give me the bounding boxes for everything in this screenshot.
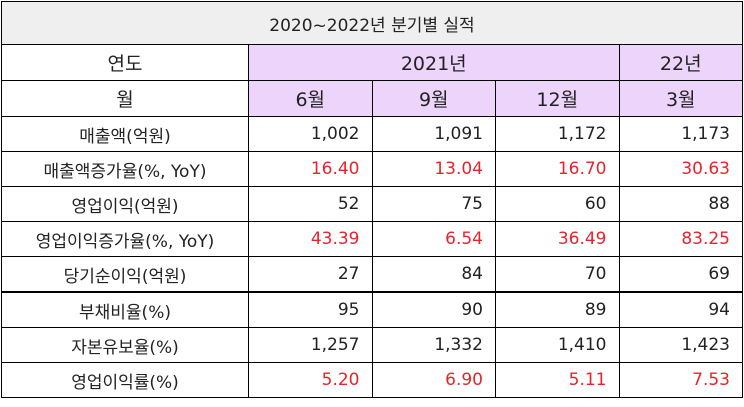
month-header: 9월: [371, 80, 496, 117]
year-header-row: 연도 2021년 22년: [1, 44, 743, 81]
row-label: 당기순이익(억원): [1, 256, 249, 293]
value-cell: 1,172: [495, 116, 620, 152]
value-cell: 94: [618, 291, 743, 328]
value-cell: 52: [248, 186, 373, 222]
value-cell: 27: [248, 256, 373, 293]
row-label: 부채비율(%): [1, 291, 249, 328]
value-cell: 1,257: [248, 327, 373, 363]
value-cell: 95: [248, 291, 373, 328]
value-cell: 69: [618, 256, 743, 293]
value-cell: 1,002: [248, 116, 373, 152]
value-cell: 36.49: [495, 221, 620, 257]
month-header: 12월: [495, 80, 620, 117]
month-header: 6월: [248, 80, 373, 117]
table-row: 자본유보율(%) 1,257 1,332 1,410 1,423: [1, 327, 743, 363]
value-cell: 6.90: [371, 362, 496, 398]
value-cell: 1,173: [618, 116, 743, 152]
row-label: 매출액증가율(%, YoY): [1, 151, 249, 187]
value-cell: 90: [371, 291, 496, 328]
table-row: 당기순이익(억원) 27 84 70 69: [1, 256, 743, 293]
table-title: 2020~2022년 분기별 실적: [1, 1, 743, 45]
value-cell: 83.25: [618, 221, 743, 257]
quarterly-results-table: 2020~2022년 분기별 실적 연도 2021년 22년 월 6월 9월 1…: [1, 1, 743, 398]
value-cell: 16.70: [495, 151, 620, 187]
value-cell: 75: [371, 186, 496, 222]
year-2021-header: 2021년: [248, 44, 620, 81]
row-label: 영업이익률(%): [1, 362, 249, 398]
value-cell: 1,091: [371, 116, 496, 152]
year-label: 연도: [1, 44, 249, 81]
year-22-header: 22년: [618, 44, 743, 81]
month-header: 3월: [618, 80, 743, 117]
value-cell: 89: [495, 291, 620, 328]
value-cell: 70: [495, 256, 620, 293]
row-label: 영업이익(억원): [1, 186, 249, 222]
value-cell: 43.39: [248, 221, 373, 257]
row-label: 자본유보율(%): [1, 327, 249, 363]
table-row: 매출액증가율(%, YoY) 16.40 13.04 16.70 30.63: [1, 151, 743, 187]
table-row: 영업이익증가율(%, YoY) 43.39 6.54 36.49 83.25: [1, 221, 743, 257]
value-cell: 1,423: [618, 327, 743, 363]
value-cell: 1,332: [371, 327, 496, 363]
value-cell: 16.40: [248, 151, 373, 187]
value-cell: 7.53: [618, 362, 743, 398]
table-row: 부채비율(%) 95 90 89 94: [1, 291, 743, 328]
table-row: 영업이익률(%) 5.20 6.90 5.11 7.53: [1, 362, 743, 398]
value-cell: 13.04: [371, 151, 496, 187]
value-cell: 6.54: [371, 221, 496, 257]
title-row: 2020~2022년 분기별 실적: [1, 1, 743, 45]
value-cell: 60: [495, 186, 620, 222]
row-label: 매출액(억원): [1, 116, 249, 152]
row-label: 영업이익증가율(%, YoY): [1, 221, 249, 257]
month-header-row: 월 6월 9월 12월 3월: [1, 80, 743, 117]
value-cell: 30.63: [618, 151, 743, 187]
value-cell: 5.20: [248, 362, 373, 398]
table-row: 영업이익(억원) 52 75 60 88: [1, 186, 743, 222]
value-cell: 84: [371, 256, 496, 293]
value-cell: 88: [618, 186, 743, 222]
value-cell: 5.11: [495, 362, 620, 398]
table-row: 매출액(억원) 1,002 1,091 1,172 1,173: [1, 116, 743, 152]
month-label: 월: [1, 80, 249, 117]
value-cell: 1,410: [495, 327, 620, 363]
